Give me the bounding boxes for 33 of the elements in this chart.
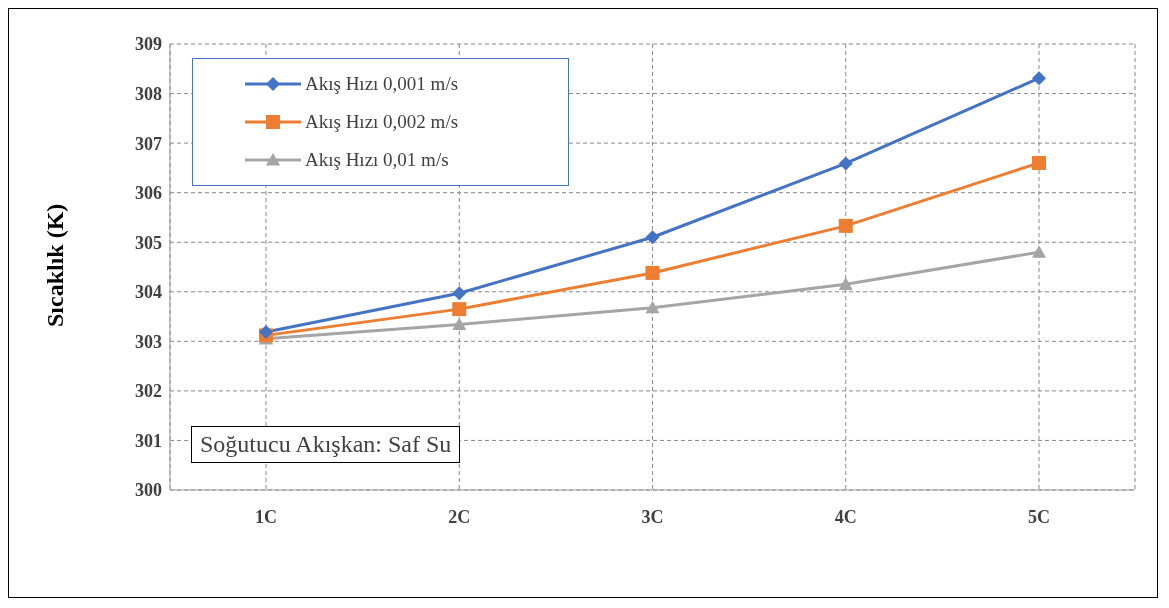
x-tick-label: 2C — [448, 506, 471, 527]
point — [452, 317, 467, 331]
y-tick-label: 309 — [135, 34, 162, 55]
point — [838, 156, 853, 171]
legend-label: Akış Hızı 0,002 m/s — [305, 111, 459, 133]
y-axis-title: Sıcaklık (K) — [41, 203, 68, 327]
y-tick-label: 308 — [135, 83, 162, 104]
point — [1032, 245, 1046, 258]
point — [1032, 155, 1046, 170]
legend-label: Akış Hızı 0,001 m/s — [305, 73, 459, 95]
point — [452, 302, 467, 317]
y-tick-label: 301 — [135, 430, 162, 451]
y-tick-label: 302 — [135, 381, 162, 402]
point — [838, 277, 853, 290]
y-tick-label: 305 — [135, 232, 162, 253]
x-tick-label: 4C — [834, 506, 857, 527]
y-tick-label: 306 — [135, 183, 162, 204]
y-tick-label: 300 — [135, 480, 162, 501]
point — [645, 265, 660, 280]
x-tick-label: 3C — [641, 506, 664, 527]
x-tick-label: 5C — [1028, 506, 1050, 527]
point — [645, 230, 660, 245]
annotation: Soğutucu Akışkan: Saf Su — [191, 426, 461, 463]
point — [452, 286, 467, 301]
point — [1032, 71, 1046, 86]
y-tick-label: 304 — [135, 282, 162, 303]
point — [838, 218, 853, 233]
point — [645, 300, 660, 314]
point — [259, 324, 273, 339]
legend-label: Akış Hızı 0,01 m/s — [305, 149, 449, 171]
y-tick-label: 307 — [135, 133, 162, 154]
x-tick-label: 1C — [255, 506, 277, 527]
y-tick-label: 303 — [135, 331, 162, 352]
